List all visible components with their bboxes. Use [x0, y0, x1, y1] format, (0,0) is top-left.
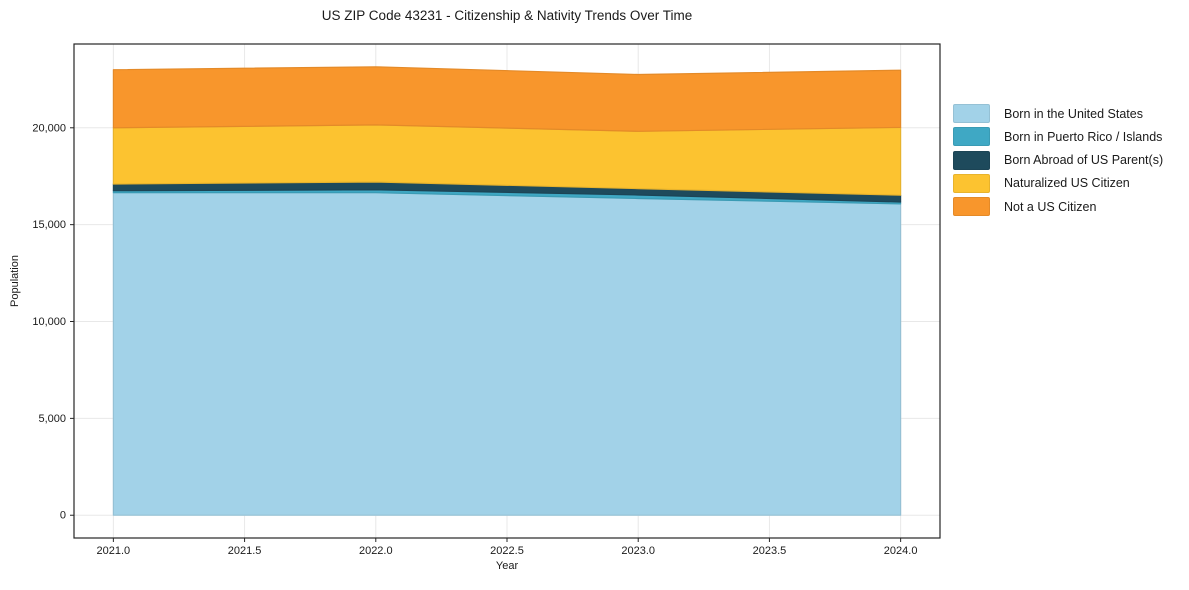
legend-label: Not a US Citizen — [1004, 199, 1097, 214]
legend-item-4: Not a US Citizen — [953, 197, 1163, 217]
legend-item-3: Naturalized US Citizen — [953, 173, 1163, 193]
chart-title: US ZIP Code 43231 - Citizenship & Nativi… — [321, 8, 693, 23]
legend-label: Born Abroad of US Parent(s) — [1004, 153, 1164, 168]
x-tick-label: 2023.5 — [753, 545, 787, 557]
legend-label: Naturalized US Citizen — [1004, 176, 1130, 191]
legend: Born in the United States Born in Puerto … — [953, 104, 1164, 221]
legend-swatch-icon — [953, 150, 990, 170]
x-tick-label: 2021.0 — [97, 545, 131, 557]
area-series-0 — [112, 192, 902, 516]
legend-label: Born in the United States — [1004, 106, 1143, 121]
legend-swatch-icon — [953, 127, 990, 147]
legend-label: Born in Puerto Rico / Islands — [1004, 129, 1163, 144]
legend-item-2: Born Abroad of US Parent(s) — [953, 150, 1164, 170]
x-axis-label: Year — [495, 560, 519, 572]
legend-swatch-icon — [953, 104, 990, 123]
legend-item-0: Born in the United States — [953, 104, 1163, 123]
x-tick-label: 2022.0 — [359, 545, 393, 557]
legend-swatch-icon — [953, 173, 990, 193]
area-series-4 — [112, 66, 902, 132]
x-tick-label: 2023.0 — [621, 545, 655, 557]
x-tick-label: 2022.5 — [490, 545, 524, 557]
y-tick-label: 10,000 — [32, 316, 66, 328]
y-tick-label: 15,000 — [32, 219, 66, 231]
x-tick-label: 2024.0 — [884, 545, 918, 557]
y-tick-label: 0 — [60, 510, 66, 522]
x-tick-label: 2021.5 — [228, 545, 262, 557]
y-tick-label: 5,000 — [38, 413, 66, 425]
legend-swatch-icon — [953, 197, 990, 217]
y-tick-label: 20,000 — [32, 122, 66, 134]
legend-item-1: Born in Puerto Rico / Islands — [953, 127, 1163, 147]
